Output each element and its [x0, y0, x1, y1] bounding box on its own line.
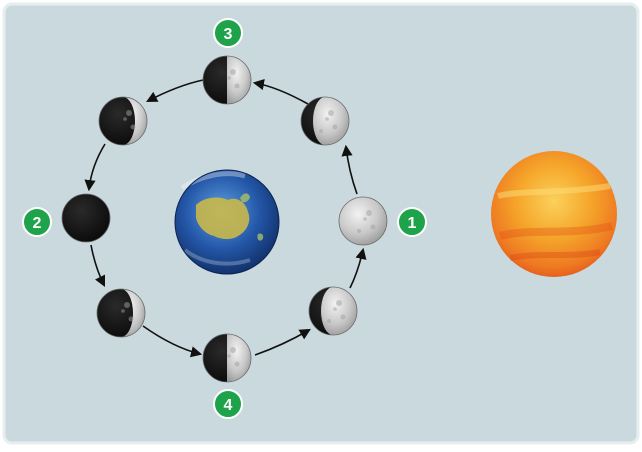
label-badge-1-text: 1	[408, 215, 417, 232]
panel-background	[2, 2, 640, 445]
label-badge-3-text: 3	[224, 26, 233, 43]
label-badge-4-text: 4	[224, 397, 233, 414]
orbit-arrow-top-right-to-3	[252, 79, 309, 105]
orbit-arrow-2-to-bottom-left	[90, 244, 106, 288]
orbit-arrow-3-to-top-left	[146, 79, 204, 103]
label-badge-1: 1	[397, 207, 427, 237]
moon-position-top-right-icon	[300, 96, 350, 146]
sun-icon	[491, 151, 617, 277]
moon-phases	[61, 55, 388, 383]
moon-position-bottom-right-icon	[308, 286, 358, 336]
orbit-arrow-top-left-to-2	[84, 143, 106, 192]
earth-icon	[174, 169, 280, 275]
moon-position-1-icon	[338, 196, 388, 246]
label-badge-4: 4	[213, 389, 243, 419]
moon-position-3-icon	[202, 55, 252, 105]
label-badge-2-text: 2	[33, 215, 42, 232]
orbit-arrow-bottom-right-to-1	[349, 247, 367, 289]
orbit-arrows	[84, 79, 367, 358]
moon-position-top-left-icon	[98, 96, 148, 146]
label-badge-3: 3	[213, 18, 243, 48]
moon-position-4-icon	[202, 333, 252, 383]
moon-position-2-icon	[61, 193, 111, 243]
label-badge-2: 2	[22, 207, 52, 237]
moon-position-bottom-left-icon	[96, 288, 146, 338]
orbit-arrow-1-to-top-right	[341, 144, 358, 195]
orbit-arrow-4-to-bottom-right	[254, 328, 311, 356]
orbit-arrow-bottom-left-to-4	[142, 325, 203, 358]
